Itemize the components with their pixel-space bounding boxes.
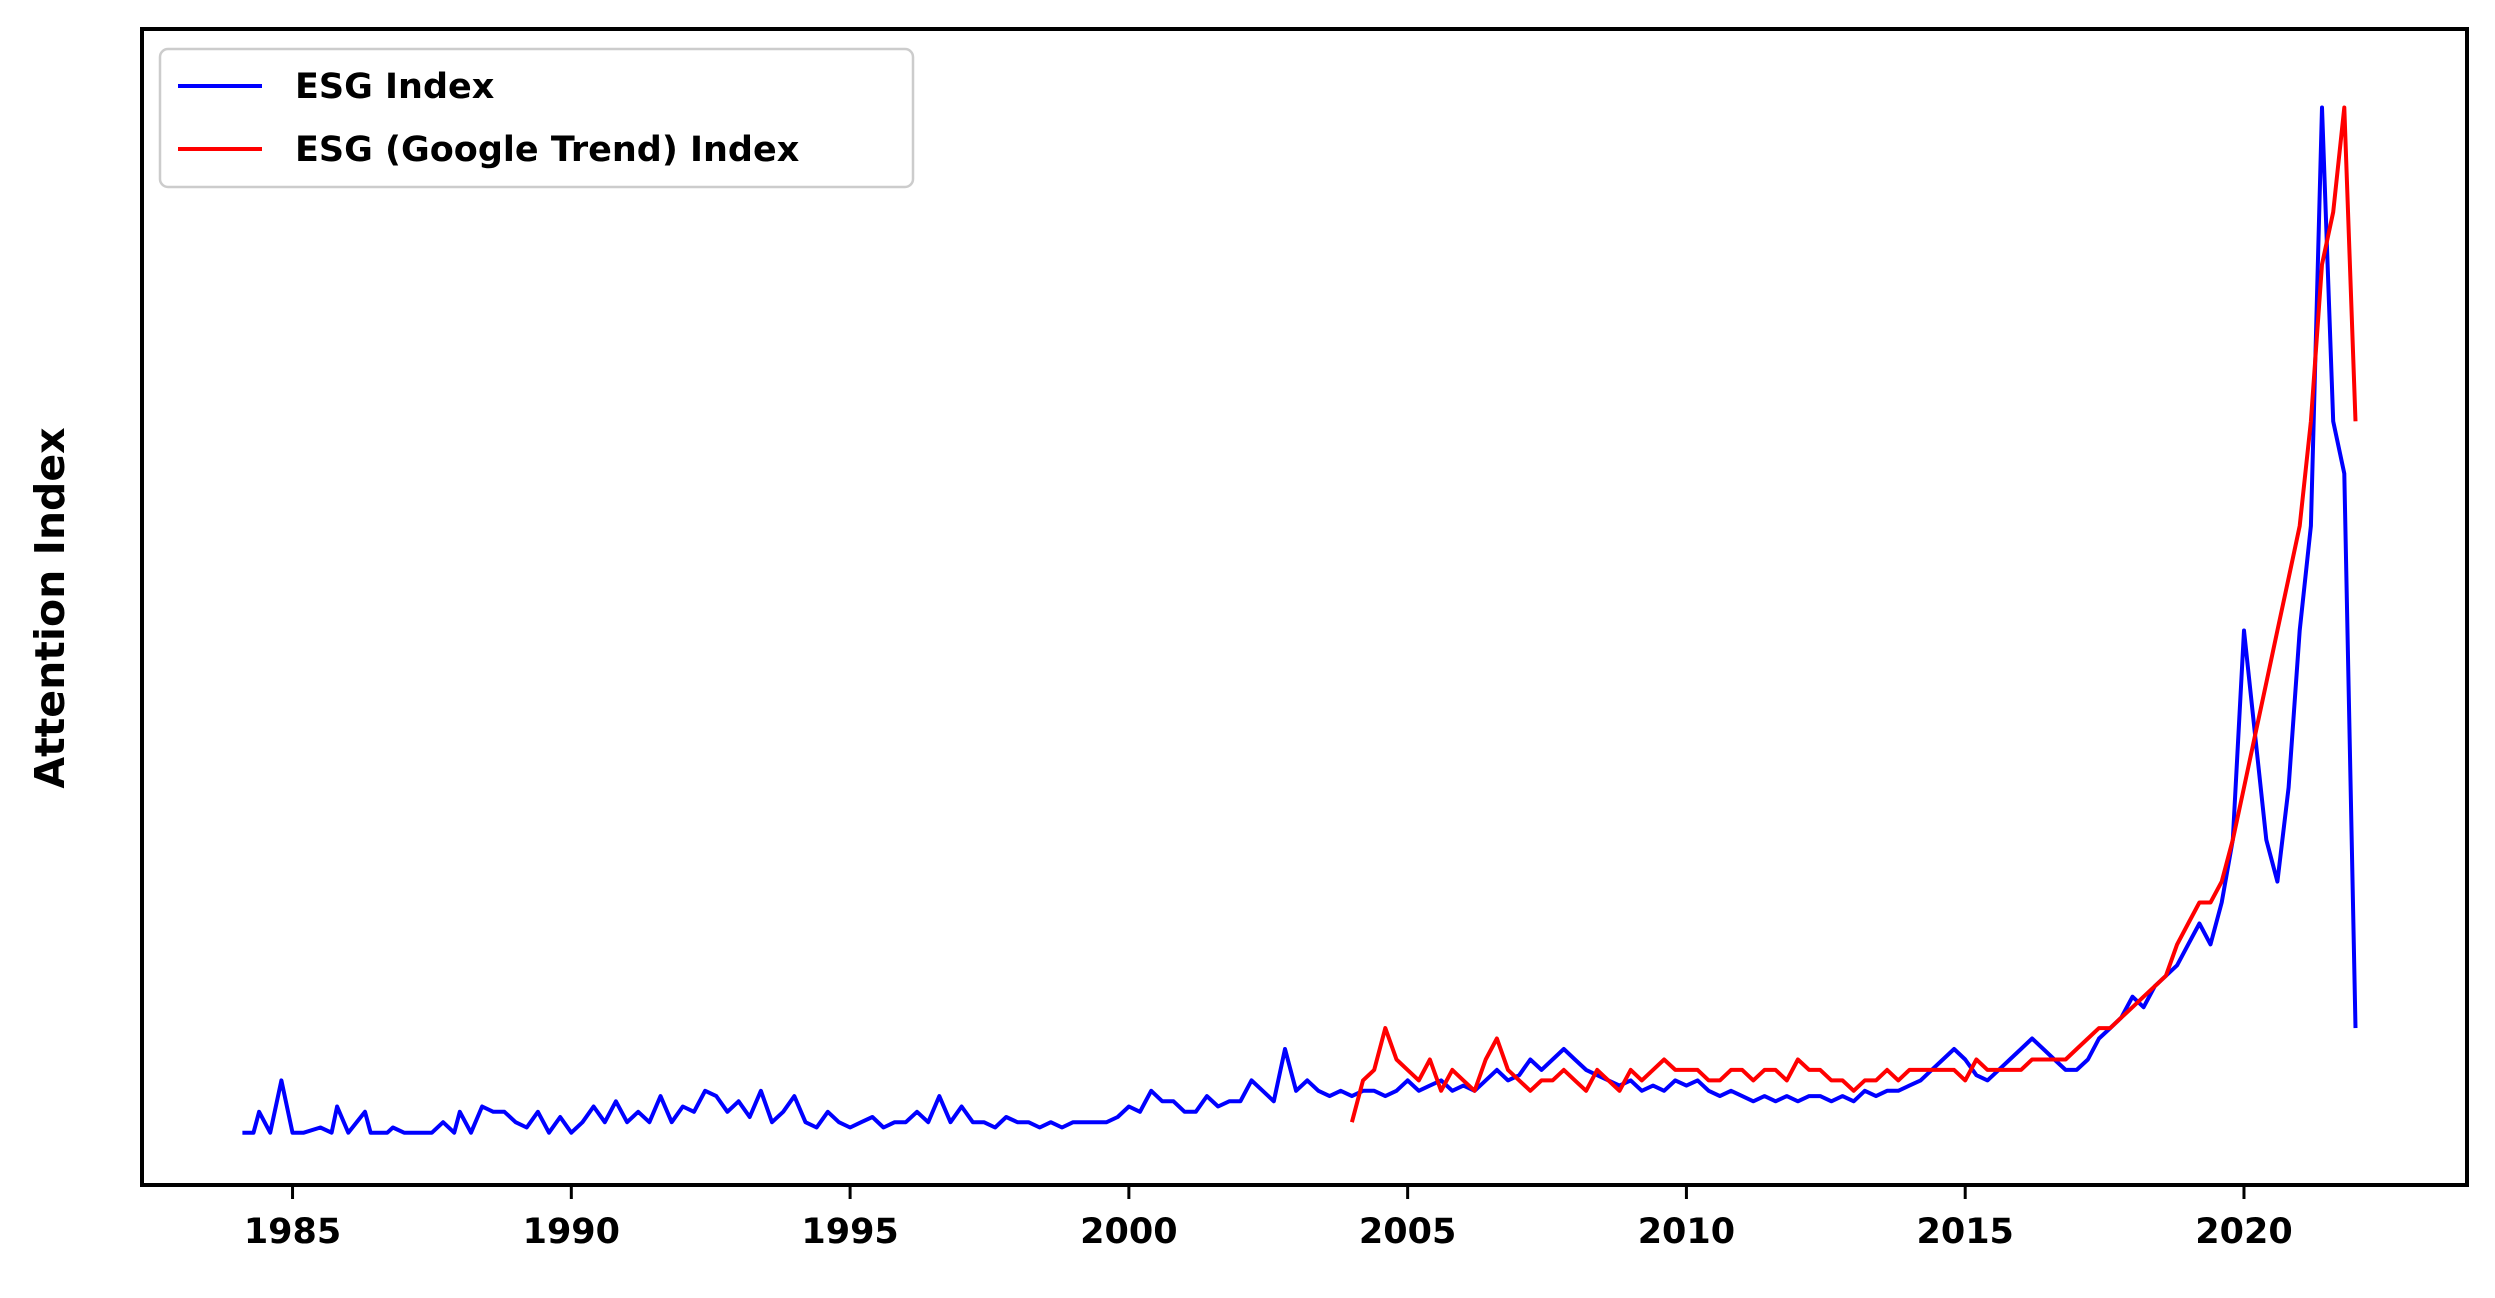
x-tick-label: 2005 — [1359, 1212, 1456, 1252]
plot-area-frame — [140, 27, 2469, 1187]
x-tick-label: 2015 — [1916, 1212, 2013, 1252]
x-tick-label: 1985 — [244, 1212, 341, 1252]
x-axis: 1985 1990 1995 2000 2005 2010 2015 2020 — [244, 1185, 2293, 1252]
y-axis-label: Attention Index — [26, 427, 74, 788]
legend-label-esg-index: ESG Index — [295, 67, 495, 107]
x-tick-label: 2020 — [2195, 1212, 2292, 1252]
legend-label-esg-google-trend-index: ESG (Google Trend) Index — [295, 130, 800, 170]
legend: ESG Index ESG (Google Trend) Index — [158, 47, 915, 189]
series-line-esg-google-trend-index — [1349, 105, 2358, 1123]
x-tick-label: 2010 — [1638, 1212, 1735, 1252]
x-tick-label: 2000 — [1080, 1212, 1177, 1252]
series-line-esg-index — [242, 105, 2358, 1135]
legend-box — [158, 47, 915, 189]
x-tick-label: 1990 — [523, 1212, 620, 1252]
series-layer — [242, 105, 2358, 1135]
x-tick-label: 1995 — [801, 1212, 898, 1252]
